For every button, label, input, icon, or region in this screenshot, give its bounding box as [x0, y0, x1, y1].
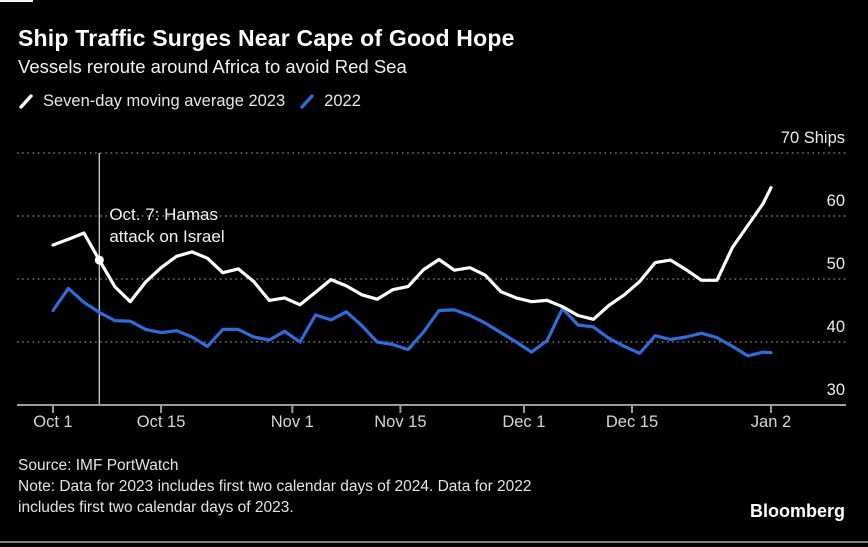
note-text-line-2: includes first two calendar days of 2023…	[18, 499, 294, 516]
annotation-line-1: Oct. 7: Hamas	[109, 205, 218, 224]
page-subtitle: Vessels reroute around Africa to avoid R…	[18, 56, 407, 77]
screen-edge-artifact	[0, 0, 33, 2]
line-swatch-icon	[19, 94, 33, 109]
x-tick-label: Nov 1	[270, 413, 314, 431]
x-tick-label: Oct 1	[33, 413, 73, 431]
legend-item-2023: Seven-day moving average 2023	[18, 92, 285, 111]
legend-label-2023: Seven-day moving average 2023	[43, 92, 286, 110]
chart-legend: Seven-day moving average 2023 2022	[18, 92, 361, 111]
y-tick-label: 30	[826, 381, 845, 399]
y-tick-label: 50	[826, 255, 845, 273]
x-tick-label: Nov 15	[374, 413, 427, 431]
legend-label-2022: 2022	[324, 92, 361, 110]
bloomberg-logo: Bloomberg	[749, 501, 845, 521]
series-line-2022	[51, 286, 773, 358]
source-text: Source: IMF PortWatch	[18, 457, 179, 474]
legend-item-2022: 2022	[299, 92, 361, 111]
x-tick-label: Jan 2	[750, 413, 792, 431]
annotation-dot	[94, 255, 104, 265]
x-tick-label: Dec 15	[605, 413, 659, 431]
page-title: Ship Traffic Surges Near Cape of Good Ho…	[18, 25, 515, 51]
annotation-line-2: attack on Israel	[109, 227, 225, 246]
x-tick-label: Dec 1	[502, 413, 546, 431]
x-tick-label: Oct 15	[136, 413, 186, 431]
y-tick-label: 60	[826, 192, 845, 210]
series-line-seven-day-moving-average-2023	[51, 186, 773, 321]
y-tick-label: 70 Ships	[780, 129, 845, 147]
event-annotation: Oct. 7: Hamas attack on Israel	[109, 204, 224, 248]
bottom-divider	[0, 541, 868, 543]
line-swatch-icon	[300, 94, 314, 109]
y-tick-label: 40	[826, 318, 845, 336]
note-text-line-1: Note: Data for 2023 includes first two c…	[18, 478, 532, 495]
